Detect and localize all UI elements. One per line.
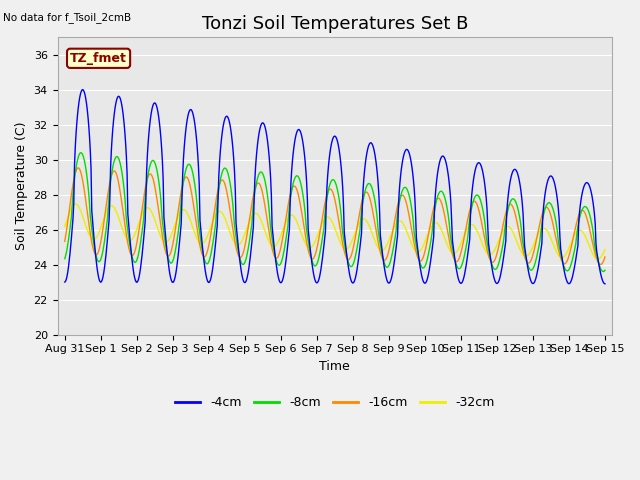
- Y-axis label: Soil Temperature (C): Soil Temperature (C): [15, 121, 28, 250]
- Title: Tonzi Soil Temperatures Set B: Tonzi Soil Temperatures Set B: [202, 15, 468, 33]
- Legend: -4cm, -8cm, -16cm, -32cm: -4cm, -8cm, -16cm, -32cm: [170, 391, 500, 414]
- Text: TZ_fmet: TZ_fmet: [70, 52, 127, 65]
- Text: No data for f_Tsoil_2cmB: No data for f_Tsoil_2cmB: [3, 12, 131, 23]
- X-axis label: Time: Time: [319, 360, 350, 373]
